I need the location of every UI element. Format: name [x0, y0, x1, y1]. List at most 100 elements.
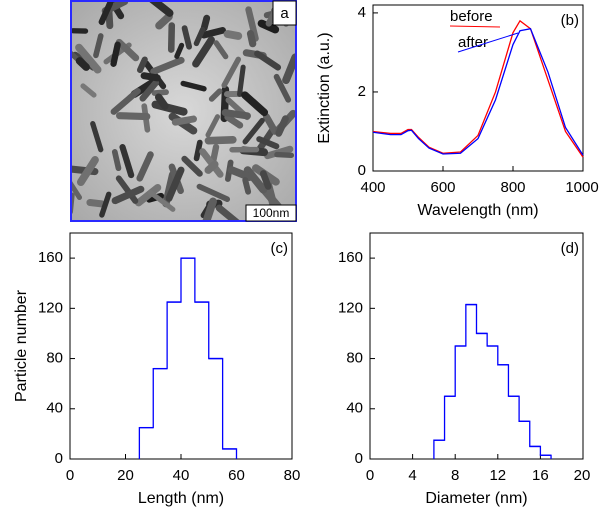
nanorod [275, 115, 289, 137]
tem-image: a 100nm [70, 0, 297, 222]
nanorod [180, 80, 207, 92]
nanorod [181, 25, 193, 50]
x-tick-label: 400 [360, 179, 385, 196]
y-tick-label: 40 [346, 400, 363, 417]
nanorod [215, 204, 245, 221]
x-tick-label: 20 [574, 467, 591, 484]
nanorod [193, 26, 206, 47]
nanorod [171, 115, 198, 126]
image-label: a [280, 5, 289, 22]
nanorod [174, 42, 185, 59]
nanorod [246, 30, 257, 48]
y-tick-label: 0 [55, 450, 63, 467]
nanorod [221, 56, 242, 89]
nanorod [221, 109, 251, 120]
nanorod [274, 151, 295, 159]
nanorod [245, 6, 259, 42]
nanorod [134, 184, 162, 207]
plot-frame [372, 4, 584, 172]
x-tick-label: 8 [451, 467, 459, 484]
y-tick-label: 160 [338, 249, 363, 266]
nanorod [223, 30, 243, 40]
nanorod [147, 1, 174, 17]
nanorod [111, 185, 145, 205]
nanorod [116, 112, 151, 121]
nanorod [227, 166, 254, 181]
nanorod [205, 114, 221, 138]
panel-label: (b) [561, 12, 579, 29]
series-label: before [450, 8, 493, 25]
y-tick-label: 80 [46, 350, 63, 367]
series-pointer [449, 25, 501, 28]
nanorod [165, 166, 185, 202]
nanorod [150, 56, 185, 75]
nanorod [229, 146, 260, 153]
nanorod [201, 197, 217, 221]
nanorod [80, 83, 97, 98]
x-tick-label: 0 [66, 467, 74, 484]
nanorod [75, 57, 90, 71]
y-tick-label: 40 [46, 400, 63, 417]
nanorod [213, 40, 229, 60]
panel-label: (c) [271, 240, 289, 257]
nanorod [167, 22, 176, 53]
y-tick-label: 0 [358, 162, 366, 179]
x-tick-label: 80 [284, 467, 301, 484]
nanorod [75, 43, 102, 74]
x-tick-label: 20 [117, 467, 134, 484]
nanorod [115, 38, 140, 62]
nanorod [192, 36, 215, 68]
scale-box [245, 204, 297, 222]
y-tick-label: 4 [358, 4, 366, 21]
nanorod [282, 53, 296, 85]
nanorod [193, 139, 203, 162]
nanorod [111, 149, 122, 172]
y-axis-label: Particle number [13, 289, 30, 402]
nanorod [136, 56, 148, 74]
nanorod [71, 28, 89, 34]
tem-frame [70, 0, 297, 222]
nanorod [256, 136, 280, 150]
x-axis-label: Wavelength (nm) [417, 202, 538, 219]
x-tick-label: 60 [228, 467, 245, 484]
nanorod [243, 166, 268, 194]
y-tick-label: 2 [358, 83, 366, 100]
x-tick-label: 12 [489, 467, 506, 484]
nanorod [200, 27, 227, 39]
nanorod [86, 198, 106, 208]
nanorod [237, 64, 246, 97]
nanorod [241, 91, 269, 117]
histogram-outline [138, 257, 238, 459]
nanorod [99, 191, 112, 218]
nanorod [136, 151, 154, 182]
nanorod [140, 72, 161, 82]
nanorod [254, 50, 282, 71]
nanorod [196, 183, 231, 202]
x-axis-label: Length (nm) [138, 490, 224, 507]
nanorod [154, 93, 169, 110]
x-tick-label: 600 [430, 179, 455, 196]
panel-label: (d) [561, 240, 579, 257]
series-pointer [457, 32, 519, 53]
nanorod [151, 89, 169, 96]
nanorod [259, 170, 272, 190]
histogram-outline [433, 303, 552, 459]
y-tick-label: 120 [38, 299, 63, 316]
x-tick-label: 0 [366, 467, 374, 484]
nanorod [181, 155, 203, 177]
nanorod [262, 113, 279, 135]
plot-frame [369, 232, 584, 460]
nanorod [155, 12, 173, 30]
nanorod [147, 189, 176, 212]
nanorod [110, 41, 121, 67]
x-tick-label: 800 [500, 179, 525, 196]
x-tick-label: 4 [408, 467, 416, 484]
nanorod [204, 135, 237, 145]
scale-bar-label: 100nm [253, 206, 290, 220]
nanorod [273, 73, 292, 103]
nanorod [93, 33, 104, 59]
series-label: after [458, 34, 488, 51]
nanorod [242, 177, 252, 195]
nanorod [224, 113, 244, 129]
